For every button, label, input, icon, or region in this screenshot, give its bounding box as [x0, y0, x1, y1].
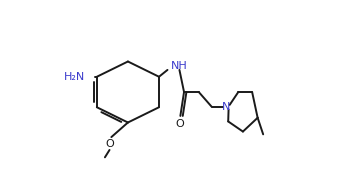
- Text: NH: NH: [171, 61, 188, 71]
- Text: N: N: [222, 102, 230, 112]
- Text: O: O: [105, 139, 114, 149]
- Text: H₂N: H₂N: [64, 72, 85, 82]
- Text: O: O: [175, 119, 184, 129]
